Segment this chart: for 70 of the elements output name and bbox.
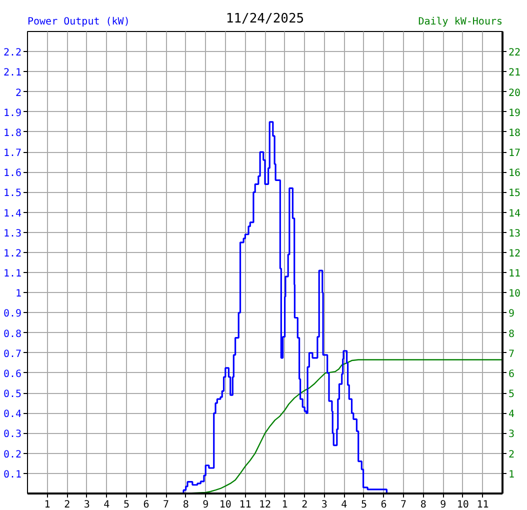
y2-tick-label: 17 [508, 148, 521, 160]
y-axis-title: Power Output (kW) [28, 16, 130, 28]
x-tick-label: 4 [104, 500, 110, 510]
y-tick-label: 1 [15, 288, 22, 300]
x-tick-label: 2 [302, 500, 308, 510]
y2-tick-label: 18 [508, 128, 521, 139]
y-tick-label: 1.2 [3, 248, 22, 260]
y2-tick-label: 15 [508, 188, 521, 200]
x-tick-label: 11 [239, 500, 252, 510]
x-tick-label: 12 [258, 500, 272, 510]
x-tick-label: 7 [400, 500, 407, 510]
y-tick-label: 0.7 [3, 348, 22, 360]
x-tick-label: 1 [44, 500, 50, 510]
y2-tick-label: 5 [508, 389, 515, 400]
y2-tick-label: 11 [508, 268, 521, 280]
y2-tick-label: 4 [508, 409, 515, 420]
y2-tick-label: 20 [508, 88, 521, 99]
y2-tick-label: 3 [508, 429, 515, 440]
y2-tick-label: 10 [508, 288, 521, 300]
y2-tick-label: 16 [508, 168, 521, 180]
y-tick-label: 0.3 [3, 429, 22, 440]
y2-tick-label: 14 [508, 208, 521, 220]
y2-tick-label: 21 [508, 68, 521, 79]
x-tick-label: 9 [202, 500, 209, 510]
x-tick-label: 10 [456, 500, 469, 510]
x-tick-label: 7 [163, 500, 170, 510]
x-tick-label: 1 [282, 500, 288, 510]
x-tick-label: 2 [64, 500, 70, 510]
y-tick-label: 2.1 [3, 68, 22, 79]
y2-tick-label: 9 [508, 308, 515, 320]
y2-tick-label: 19 [508, 108, 521, 119]
y-tick-label: 0.5 [3, 389, 22, 400]
y-tick-label: 0.2 [3, 449, 22, 460]
y-tick-label: 0.6 [3, 368, 22, 380]
y2-tick-label: 2 [508, 449, 515, 460]
y-tick-label: 2 [15, 88, 22, 99]
y-tick-label: 0.1 [3, 469, 22, 480]
x-tick-label: 11 [476, 500, 489, 510]
y2-tick-label: 7 [508, 348, 515, 360]
y2-axis-title: Daily kW-Hours [418, 16, 503, 28]
y-tick-label: 1.8 [3, 128, 22, 139]
x-tick-label: 9 [440, 500, 446, 510]
y2-tick-label: 12 [508, 248, 521, 260]
y2-tick-label: 8 [508, 328, 515, 340]
y-tick-label: 1.1 [3, 268, 22, 280]
y-tick-label: 1.9 [3, 108, 22, 119]
y-tick-label: 1.3 [3, 228, 22, 240]
x-tick-label: 6 [143, 500, 150, 510]
x-tick-label: 4 [341, 500, 348, 510]
x-tick-label: 8 [420, 500, 426, 510]
x-tick-label: 10 [219, 500, 232, 510]
x-tick-label: 5 [360, 500, 367, 510]
x-tick-label: 3 [321, 500, 328, 510]
y-tick-label: 0.4 [3, 409, 22, 420]
y-tick-label: 1.4 [3, 208, 22, 220]
y-tick-label: 1.7 [3, 148, 22, 160]
y-tick-label: 0.8 [3, 328, 22, 340]
y2-tick-label: 13 [508, 228, 521, 240]
y-tick-label: 2.2 [3, 48, 22, 59]
y-tick-label: 0.9 [3, 308, 22, 320]
y-tick-label: 1.5 [3, 188, 22, 200]
x-tick-label: 3 [84, 500, 90, 510]
x-tick-label: 6 [380, 500, 387, 510]
y2-tick-label: 1 [508, 469, 515, 480]
y2-tick-label: 6 [508, 368, 515, 380]
y-tick-label: 1.6 [3, 168, 22, 180]
x-tick-label: 5 [123, 500, 130, 510]
x-tick-label: 8 [182, 500, 189, 510]
chart-title: 11/24/2025 [226, 12, 304, 26]
y2-tick-label: 22 [508, 48, 521, 59]
